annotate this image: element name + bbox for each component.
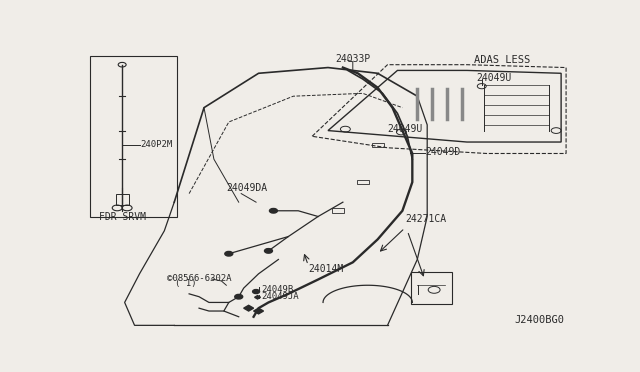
Text: ADAS LESS: ADAS LESS — [474, 55, 531, 65]
Text: ( 1): ( 1) — [175, 279, 196, 288]
Text: 24049B: 24049B — [261, 285, 293, 294]
Text: 24049U: 24049U — [388, 124, 423, 134]
Bar — [90, 56, 177, 217]
Bar — [332, 208, 344, 213]
Polygon shape — [255, 296, 260, 299]
Text: 24049U: 24049U — [477, 73, 512, 83]
FancyBboxPatch shape — [411, 272, 451, 304]
Text: J2400BG0: J2400BG0 — [514, 315, 564, 325]
Circle shape — [225, 251, 233, 256]
Polygon shape — [253, 308, 264, 314]
Polygon shape — [244, 305, 253, 311]
Bar — [356, 180, 369, 185]
Text: ©08566-6302A: ©08566-6302A — [167, 273, 231, 283]
Text: 24049JA: 24049JA — [261, 292, 299, 301]
Text: 24049DA: 24049DA — [227, 183, 268, 193]
Bar — [116, 193, 129, 205]
Text: 24014M: 24014M — [308, 264, 344, 275]
Circle shape — [269, 208, 277, 213]
Bar — [372, 142, 383, 147]
Text: 24033P: 24033P — [335, 54, 371, 64]
Circle shape — [253, 289, 260, 294]
Text: FDR SRVM: FDR SRVM — [99, 212, 146, 221]
Text: 24049D: 24049D — [426, 147, 461, 157]
Text: 240P2M: 240P2M — [141, 140, 173, 150]
Circle shape — [264, 248, 273, 253]
Circle shape — [235, 294, 243, 299]
Text: 24271CA: 24271CA — [405, 214, 446, 224]
Polygon shape — [328, 70, 561, 142]
